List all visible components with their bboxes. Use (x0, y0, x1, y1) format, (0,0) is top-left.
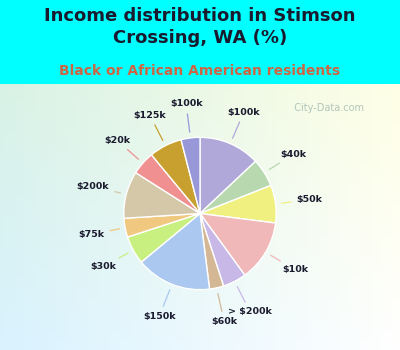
Text: $200k: $200k (77, 182, 120, 193)
Text: $125k: $125k (134, 111, 166, 140)
Wedge shape (124, 173, 200, 218)
Text: $50k: $50k (281, 195, 322, 204)
Wedge shape (124, 214, 200, 237)
Wedge shape (141, 214, 210, 290)
Wedge shape (200, 137, 256, 214)
Text: Income distribution in Stimson
Crossing, WA (%): Income distribution in Stimson Crossing,… (44, 7, 356, 48)
Text: $150k: $150k (143, 290, 176, 321)
Text: $40k: $40k (269, 150, 306, 169)
Text: $100k: $100k (170, 99, 202, 132)
Text: > $200k: > $200k (228, 287, 272, 316)
Text: City-Data.com: City-Data.com (288, 103, 364, 113)
Text: $30k: $30k (90, 253, 128, 271)
Wedge shape (136, 155, 200, 214)
Wedge shape (200, 214, 245, 286)
Wedge shape (128, 214, 200, 262)
Text: $10k: $10k (270, 255, 308, 274)
Wedge shape (200, 161, 271, 214)
Text: $100k: $100k (228, 108, 260, 138)
Text: $60k: $60k (211, 294, 237, 326)
Wedge shape (152, 140, 200, 214)
Text: Black or African American residents: Black or African American residents (60, 64, 340, 78)
Wedge shape (181, 137, 200, 214)
Wedge shape (200, 214, 224, 289)
Wedge shape (200, 186, 276, 223)
Text: $20k: $20k (104, 136, 138, 159)
Text: $75k: $75k (78, 229, 120, 239)
Wedge shape (200, 214, 276, 275)
